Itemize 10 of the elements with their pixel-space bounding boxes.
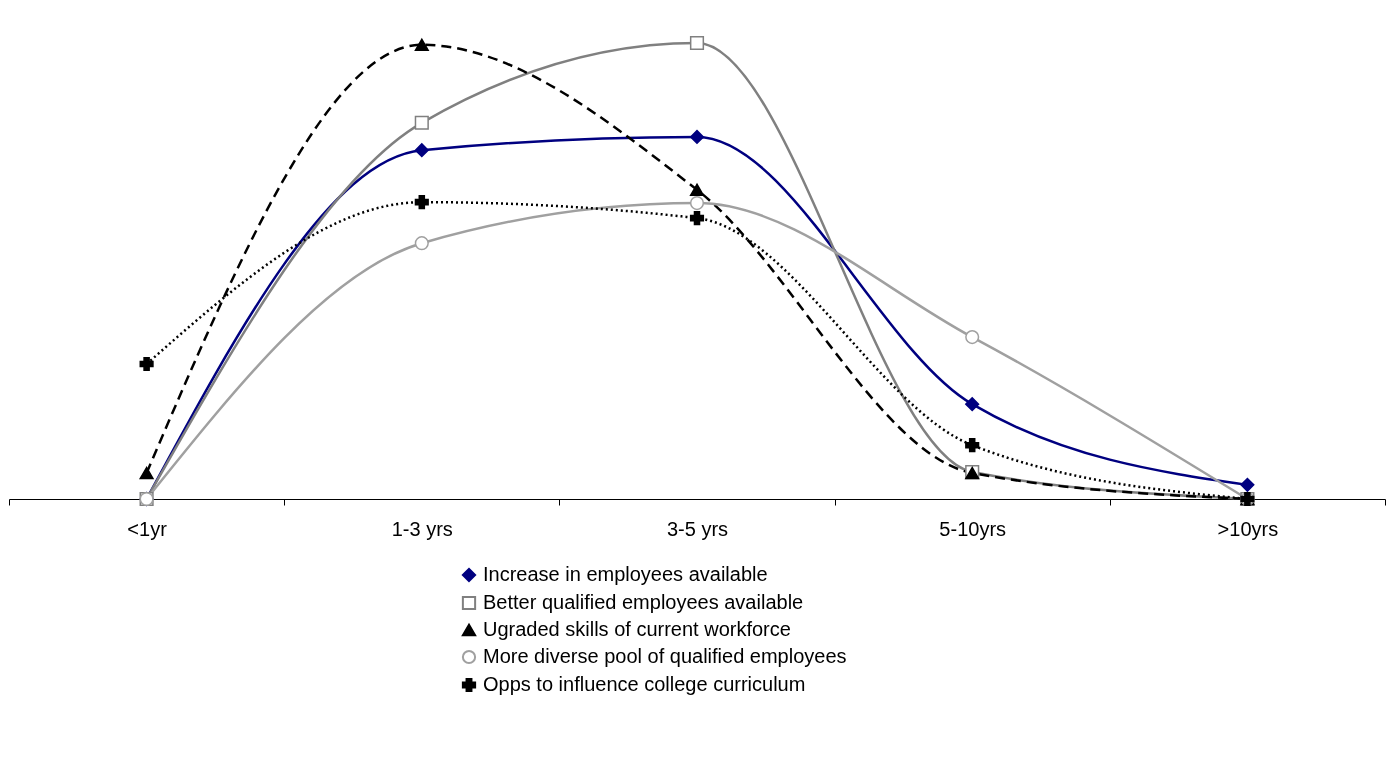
x-tick-label: <1yr — [127, 517, 168, 540]
legend-label: Better qualified employees available — [483, 591, 804, 613]
x-tick-label: 1-3 yrs — [391, 517, 453, 540]
x-tick-label: >10yrs — [1217, 517, 1279, 540]
x-tick-label: 3-5 yrs — [666, 517, 729, 540]
legend-label: Ugraded skills of current workforce — [483, 618, 791, 640]
x-tick-label: 5-10yrs — [939, 517, 1007, 540]
legend-label: More diverse pool of qualified employees — [483, 645, 847, 667]
legend-label: Increase in employees available — [483, 563, 768, 585]
legend-label: Opps to influence college curriculum — [483, 673, 806, 695]
